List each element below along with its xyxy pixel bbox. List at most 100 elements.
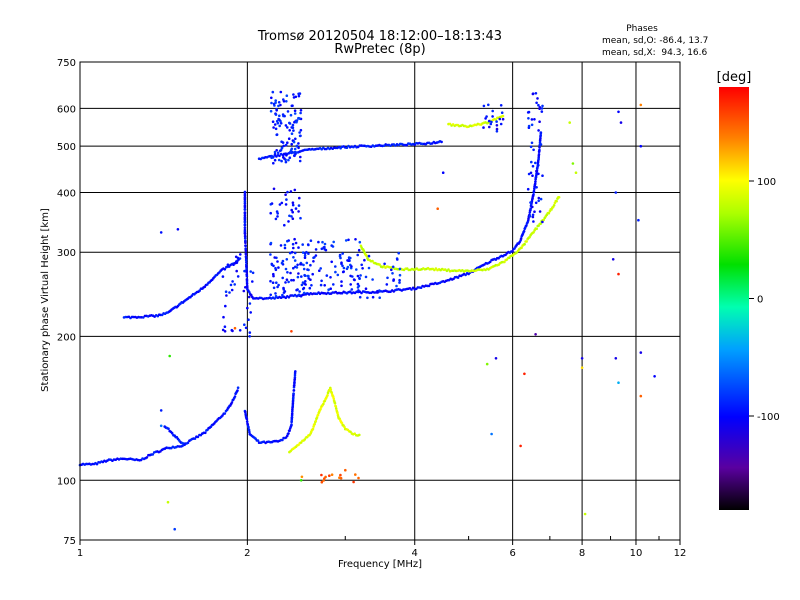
cluster-point — [533, 118, 536, 121]
cluster-point — [323, 284, 327, 287]
scatter-point — [436, 207, 440, 210]
cluster-point — [292, 129, 295, 132]
trace-point — [538, 148, 541, 152]
trace-point — [238, 257, 242, 260]
cluster-point — [291, 203, 295, 207]
trace-point — [245, 420, 249, 423]
cluster-point — [272, 286, 276, 290]
trace-point — [503, 260, 506, 264]
cluster-point — [246, 306, 249, 310]
cluster-point — [276, 212, 280, 215]
cluster-point — [358, 276, 361, 280]
cluster-point — [359, 274, 362, 277]
cluster-point — [271, 90, 275, 94]
y-tick-label: 500 — [57, 142, 76, 153]
cluster-point — [248, 302, 252, 305]
cluster-point — [320, 279, 323, 283]
cluster-point — [495, 120, 498, 123]
trace-point — [542, 218, 546, 222]
trace-point — [290, 415, 294, 419]
trace-point — [326, 394, 329, 397]
cluster-point — [356, 286, 360, 289]
cluster-point — [273, 152, 277, 156]
cluster-point — [270, 96, 273, 100]
cluster-point — [283, 223, 286, 227]
cluster-point — [354, 473, 357, 476]
y-tick-label: 300 — [57, 248, 76, 259]
cluster-point — [231, 329, 234, 333]
cluster-point — [223, 330, 227, 333]
trace-point — [371, 259, 374, 263]
cluster-point — [539, 197, 543, 201]
cluster-point — [490, 120, 493, 124]
scatter-point — [233, 326, 237, 330]
trace-point — [243, 220, 247, 224]
scatter-point — [617, 381, 620, 385]
trace-point — [419, 286, 423, 290]
cluster-point — [301, 243, 305, 246]
trace-point — [142, 316, 145, 319]
cluster-point — [342, 266, 346, 270]
cluster-point — [280, 146, 284, 149]
colorbar-tick-label: -100 — [757, 412, 780, 423]
cluster-point — [244, 286, 247, 289]
trace-point — [525, 224, 528, 227]
cluster-point — [349, 283, 353, 286]
cluster-point — [247, 318, 250, 322]
trace-point — [547, 211, 551, 215]
cluster-point — [395, 284, 398, 288]
cluster-point — [279, 90, 283, 94]
cluster-point — [532, 220, 535, 223]
cluster-point — [286, 126, 289, 129]
cluster-point — [302, 267, 306, 271]
chart-title: Tromsø 20120504 18:12:00–18:13:43 — [257, 29, 502, 44]
cluster-point — [271, 281, 275, 285]
cluster-point — [534, 161, 537, 165]
cluster-point — [299, 109, 303, 112]
trace-point — [244, 249, 248, 253]
cluster-point — [284, 193, 287, 196]
trace-point — [245, 282, 249, 286]
phase-stats-heading: Phases — [626, 24, 658, 34]
cluster-point — [236, 275, 240, 278]
cluster-point — [286, 110, 290, 113]
cluster-point — [491, 115, 494, 118]
cluster-point — [292, 278, 295, 282]
cluster-point — [274, 217, 278, 221]
trace-point — [256, 439, 260, 442]
cluster-point — [276, 215, 279, 218]
cluster-point — [276, 260, 279, 263]
cluster-point — [390, 268, 393, 272]
trace-point — [329, 388, 333, 391]
cluster-point — [288, 214, 291, 218]
cluster-point — [270, 156, 273, 160]
trace-point — [538, 146, 541, 149]
cluster-point — [532, 148, 535, 152]
cluster-point — [243, 269, 246, 273]
trace-point — [448, 122, 452, 126]
cluster-point — [340, 280, 343, 283]
cluster-point — [284, 281, 287, 284]
scatter-point — [614, 357, 618, 360]
cluster-point — [294, 207, 298, 210]
phase-stats-o: mean, sd,O: -86.4, 13.7 — [602, 36, 708, 46]
cluster-point — [275, 149, 279, 152]
cluster-point — [527, 172, 531, 176]
trace-point — [196, 435, 200, 439]
cluster-point — [290, 250, 294, 254]
scatter-point — [653, 375, 656, 378]
cluster-point — [247, 295, 251, 299]
scatter-point — [611, 258, 615, 261]
cluster-point — [296, 275, 300, 279]
cluster-point — [289, 113, 293, 117]
cluster-point — [298, 196, 301, 200]
cluster-point — [534, 201, 538, 205]
trace-point — [333, 401, 337, 405]
cluster-point — [302, 291, 306, 295]
cluster-point — [298, 131, 301, 134]
cluster-point — [279, 244, 283, 247]
trace-point — [537, 153, 541, 156]
cluster-point — [299, 128, 303, 132]
cluster-point — [302, 263, 305, 267]
